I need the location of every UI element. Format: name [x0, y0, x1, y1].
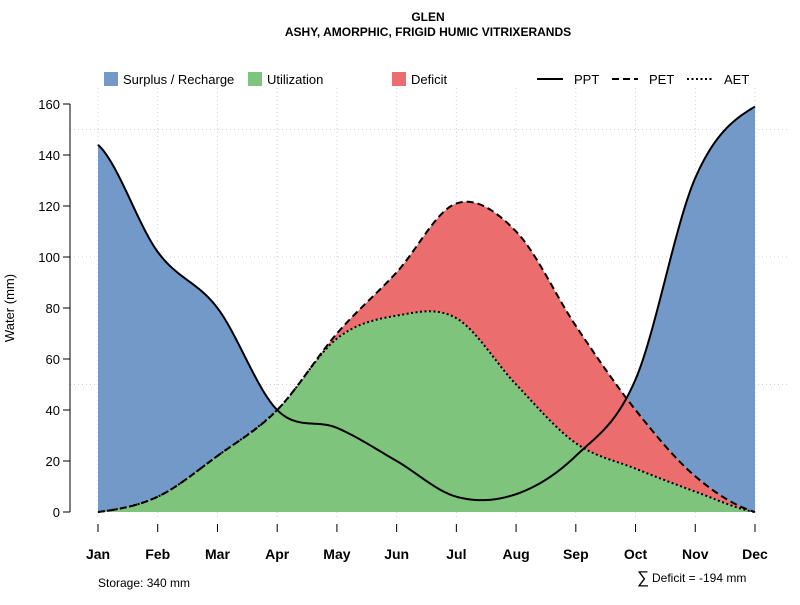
legend-label: AET [724, 72, 749, 87]
x-tick-label: Aug [502, 546, 529, 562]
y-tick-label: 160 [38, 97, 60, 112]
y-tick-label: 80 [46, 301, 60, 316]
surplus-area [98, 106, 755, 513]
utilization-area [98, 311, 755, 512]
sum-symbol: ∑ [637, 568, 649, 587]
chart-subtitle: ASHY, AMORPHIC, FRIGID HUMIC VITRIXERAND… [285, 25, 571, 39]
x-tick-label: Oct [624, 546, 648, 562]
legend-swatch-2 [392, 72, 406, 86]
legend-label: PET [649, 72, 674, 87]
legend-label: Utilization [267, 72, 323, 87]
y-tick-label: 120 [38, 199, 60, 214]
y-tick-label: 60 [46, 352, 60, 367]
x-tick-label: May [323, 546, 350, 562]
x-tick-label: Mar [205, 546, 230, 562]
deficit-area [98, 201, 755, 512]
x-tick-label: Nov [682, 546, 709, 562]
y-axis-label: Water (mm) [2, 274, 17, 342]
x-tick-label: Dec [742, 546, 768, 562]
storage-annotation: Storage: 340 mm [98, 576, 190, 590]
x-tick-label: Jul [446, 546, 466, 562]
legend-label: Deficit [411, 72, 448, 87]
y-tick-label: 20 [46, 454, 60, 469]
x-tick-label: Apr [265, 546, 290, 562]
deficit-annotation: Deficit = -194 mm [652, 571, 746, 585]
legend-label: Surplus / Recharge [123, 72, 234, 87]
legend-swatch-0 [104, 72, 118, 86]
y-tick-label: 40 [46, 403, 60, 418]
y-tick-label: 0 [53, 505, 60, 520]
legend-swatch-1 [248, 72, 262, 86]
series-line-aet [97, 310, 756, 513]
x-tick-label: Jun [384, 546, 409, 562]
x-tick-label: Feb [145, 546, 170, 562]
y-tick-label: 140 [38, 148, 60, 163]
x-tick-label: Jan [86, 546, 110, 562]
legend-label: PPT [574, 72, 599, 87]
series-line-ppt [97, 105, 756, 502]
x-tick-label: Sep [563, 546, 589, 562]
y-tick-label: 100 [38, 250, 60, 265]
chart-title: GLEN [411, 10, 444, 24]
